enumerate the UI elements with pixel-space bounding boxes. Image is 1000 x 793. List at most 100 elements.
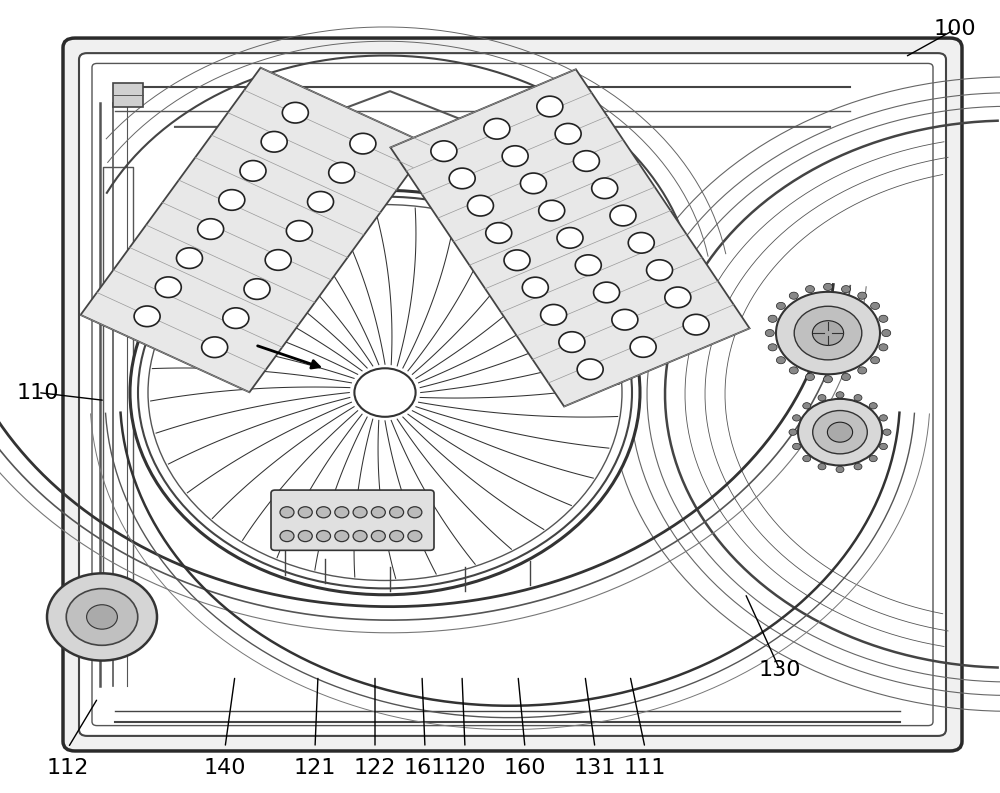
Circle shape [854, 463, 862, 469]
Circle shape [882, 330, 891, 336]
Text: 122: 122 [354, 757, 396, 778]
Text: 160: 160 [504, 757, 546, 778]
Circle shape [371, 507, 385, 518]
Circle shape [390, 531, 404, 542]
Circle shape [573, 151, 599, 171]
Circle shape [329, 163, 355, 183]
Circle shape [879, 443, 887, 450]
Circle shape [298, 507, 312, 518]
Bar [113, 83, 143, 107]
Circle shape [818, 463, 826, 469]
Circle shape [879, 343, 888, 351]
Circle shape [776, 357, 785, 364]
Circle shape [628, 232, 654, 253]
Circle shape [789, 367, 798, 374]
Circle shape [335, 531, 349, 542]
Circle shape [282, 102, 308, 123]
FancyBboxPatch shape [92, 63, 933, 726]
Circle shape [244, 279, 270, 300]
Text: 111: 111 [624, 757, 666, 778]
Circle shape [841, 374, 850, 381]
Text: 130: 130 [759, 660, 801, 680]
Circle shape [836, 466, 844, 473]
Circle shape [354, 368, 416, 417]
Circle shape [555, 124, 581, 144]
Circle shape [484, 118, 510, 139]
Circle shape [557, 228, 583, 248]
Circle shape [683, 314, 709, 335]
Circle shape [219, 190, 245, 210]
Circle shape [317, 531, 331, 542]
Circle shape [768, 316, 777, 323]
Circle shape [138, 197, 632, 588]
Circle shape [155, 277, 181, 297]
Circle shape [87, 605, 117, 629]
Circle shape [467, 195, 493, 216]
Circle shape [577, 359, 603, 380]
Circle shape [858, 367, 867, 374]
Circle shape [371, 531, 385, 542]
Circle shape [592, 178, 618, 198]
Circle shape [280, 531, 294, 542]
Circle shape [502, 146, 528, 167]
Circle shape [798, 399, 882, 465]
Circle shape [286, 220, 312, 241]
Circle shape [537, 96, 563, 117]
Circle shape [824, 376, 832, 383]
Circle shape [793, 415, 801, 421]
Circle shape [789, 429, 797, 435]
Circle shape [130, 190, 640, 595]
Circle shape [879, 415, 887, 421]
Circle shape [317, 507, 331, 518]
Circle shape [776, 292, 880, 374]
Circle shape [806, 285, 815, 293]
Circle shape [350, 133, 376, 154]
Circle shape [504, 250, 530, 270]
Circle shape [765, 330, 774, 336]
Circle shape [883, 429, 891, 435]
Text: 110: 110 [17, 382, 59, 403]
Circle shape [280, 507, 294, 518]
Circle shape [818, 395, 826, 401]
Circle shape [431, 141, 457, 162]
Circle shape [794, 306, 862, 360]
FancyBboxPatch shape [79, 53, 946, 736]
Circle shape [408, 531, 422, 542]
Circle shape [854, 395, 862, 401]
Circle shape [647, 260, 673, 281]
Circle shape [539, 201, 565, 221]
Circle shape [594, 282, 620, 303]
Text: 161: 161 [404, 757, 446, 778]
Circle shape [408, 507, 422, 518]
Circle shape [298, 531, 312, 542]
Text: 100: 100 [934, 19, 976, 40]
Text: 121: 121 [294, 757, 336, 778]
Circle shape [803, 403, 811, 409]
Circle shape [223, 308, 249, 328]
Circle shape [335, 507, 349, 518]
Circle shape [776, 302, 785, 309]
Circle shape [768, 343, 777, 351]
Circle shape [148, 205, 622, 580]
Circle shape [202, 337, 228, 358]
Text: 112: 112 [47, 757, 89, 778]
Circle shape [879, 316, 888, 323]
Circle shape [47, 573, 157, 661]
Circle shape [353, 507, 367, 518]
Polygon shape [390, 69, 750, 407]
Circle shape [486, 223, 512, 243]
Circle shape [522, 278, 548, 298]
Circle shape [559, 331, 585, 352]
Circle shape [265, 250, 291, 270]
Circle shape [308, 191, 334, 212]
Circle shape [176, 248, 202, 269]
Circle shape [261, 132, 287, 152]
Circle shape [869, 455, 877, 462]
Circle shape [198, 219, 224, 239]
Circle shape [871, 357, 880, 364]
Circle shape [66, 588, 138, 646]
Circle shape [612, 309, 638, 330]
Circle shape [630, 337, 656, 358]
Text: 140: 140 [204, 757, 246, 778]
Text: 120: 120 [444, 757, 486, 778]
